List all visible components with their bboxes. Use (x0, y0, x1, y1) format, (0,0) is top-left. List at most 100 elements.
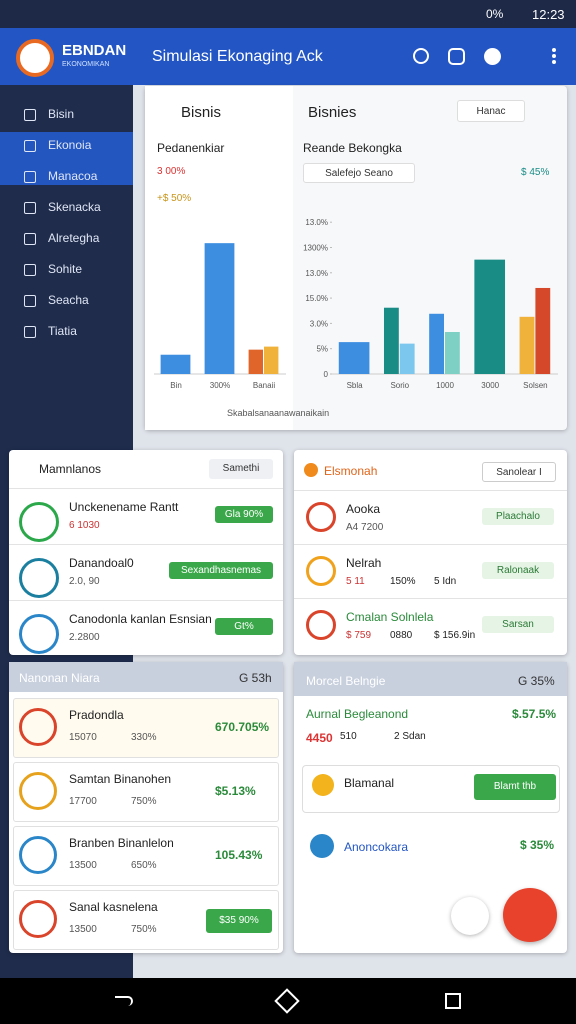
search-icon[interactable] (413, 48, 429, 64)
heading: Reande Bekongka (303, 141, 402, 155)
nav-item[interactable]: Skenacka (48, 200, 101, 214)
chat-icon[interactable] (448, 48, 465, 65)
y-tick-label: 15.0% (305, 294, 328, 303)
item-icon (19, 558, 59, 598)
dropdown[interactable]: Salefejo Seano (303, 163, 415, 183)
x-tick-label: Sorio (390, 381, 409, 390)
menu-icon[interactable] (552, 48, 556, 64)
card: Nanonan Niara G 53h Pradondla 15070 330% 67… (9, 662, 283, 953)
clock: 12:23 (532, 7, 565, 22)
item-sub: 0880 (390, 630, 413, 641)
home-button[interactable] (274, 988, 300, 1014)
item-icon (306, 610, 336, 640)
edit-button[interactable] (451, 897, 489, 935)
account-icon[interactable] (484, 48, 501, 65)
item-sub: $ 759 (346, 630, 372, 641)
item-sub: 2.2800 (69, 632, 100, 643)
item-icon (19, 502, 59, 542)
logo-sub: EKONOMIKAN (62, 61, 110, 68)
item-icon (19, 836, 57, 874)
item-meta: 13500 (69, 924, 97, 935)
item-box (13, 826, 279, 886)
legend: Skabalsanaanawanaikain (227, 408, 330, 418)
battery: 0% (486, 7, 504, 21)
logo: EBNDAN (62, 42, 127, 59)
item-meta: 510 (340, 731, 357, 742)
button[interactable]: Hanac (457, 100, 525, 122)
icon (312, 774, 334, 796)
item-sub: 6 1030 (69, 520, 100, 531)
bar (264, 346, 279, 374)
item-value: 105.43% (215, 848, 263, 862)
item-sub: 150% (390, 576, 416, 587)
x-tick-label: 1000 (436, 381, 454, 390)
icon (310, 834, 334, 858)
recents-button[interactable] (445, 993, 461, 1009)
bar (383, 307, 399, 374)
nav-icon (24, 264, 36, 276)
app-title[interactable]: Simulasi Ekonaging Ack (152, 48, 323, 65)
card-title: Mamnlanos (39, 462, 102, 476)
search[interactable]: G 53h (239, 671, 272, 685)
item-sub: 2.0, 90 (69, 576, 100, 587)
nav-icon (24, 326, 36, 338)
item-value: $ 35% (520, 838, 555, 852)
nav-item[interactable]: Seacha (48, 293, 89, 307)
item-icon (19, 614, 59, 654)
bar (429, 313, 444, 374)
item-box (13, 698, 279, 758)
item-value: $5.13% (215, 784, 256, 798)
item-meta: 17700 (69, 796, 97, 807)
badge[interactable]: Gla 90% (215, 506, 273, 523)
x-tick-label: Sbla (347, 381, 364, 390)
chart: 0 5% 3.0% 15.0% 13.0% 1300% 13.0% Sbla Sorio 1000… (303, 218, 558, 390)
badge[interactable]: Sexandhasnemas (169, 562, 273, 579)
nav-item[interactable]: Manacoa (48, 169, 98, 183)
bar (204, 243, 235, 374)
item-meta: 750% (131, 924, 157, 935)
item-name: Aooka (346, 502, 381, 516)
item-name: Samtan Binanohen (69, 772, 172, 786)
badge[interactable]: Ralonaak (482, 562, 554, 579)
nav-item[interactable]: Bisin (48, 107, 75, 121)
top-card: Bisnis Pedanenkiar 3 00% +$ 50% Skabalsa… (145, 86, 567, 430)
x-tick-label: 300% (210, 381, 230, 390)
badge[interactable]: Gt% (215, 618, 273, 635)
item-box (13, 762, 279, 822)
nav-icon (24, 295, 36, 307)
item-name: Blamanal (344, 776, 395, 790)
chart: Bin 300% Banaii (154, 243, 286, 390)
nav-item[interactable]: Sohite (48, 262, 83, 276)
back-button[interactable] (115, 996, 133, 1006)
nav-item[interactable]: Tiatia (48, 324, 77, 338)
x-tick-label: Solsen (523, 381, 547, 390)
card-title: Morcel Belngie (306, 674, 386, 688)
nav-bar (0, 978, 576, 1024)
dropdown[interactable]: Samethi (209, 459, 273, 479)
y-tick-label: 0 (324, 370, 329, 379)
nav-icon (24, 140, 36, 152)
stat: 3 00% (157, 166, 186, 177)
badge[interactable]: Plaachalo (482, 508, 554, 525)
item-icon (19, 708, 57, 746)
dropdown[interactable]: Sanolear I (482, 462, 556, 482)
fab[interactable] (503, 888, 557, 942)
search[interactable]: G 35% (518, 674, 555, 688)
badge[interactable]: Sarsan (482, 616, 554, 633)
y-tick-label: 13.0% (305, 269, 328, 278)
item-name: Nelrah (346, 556, 382, 570)
button[interactable]: $35 90% (206, 909, 272, 933)
bar (160, 354, 191, 374)
nav-item[interactable]: Ekonoia (48, 138, 92, 152)
bar (399, 343, 415, 374)
bar (445, 331, 460, 374)
y-tick-label: 5% (316, 345, 328, 354)
item-sub: 5 11 (346, 576, 365, 587)
nav-item[interactable]: Alretegha (48, 231, 100, 245)
divider (294, 598, 567, 599)
search-label[interactable]: Bisnis (181, 104, 222, 121)
y-tick-label: 1300% (303, 243, 328, 252)
item-sub: $ 156.9in (434, 630, 476, 641)
button[interactable]: Blamt thb (474, 774, 556, 800)
item-icon (19, 772, 57, 810)
